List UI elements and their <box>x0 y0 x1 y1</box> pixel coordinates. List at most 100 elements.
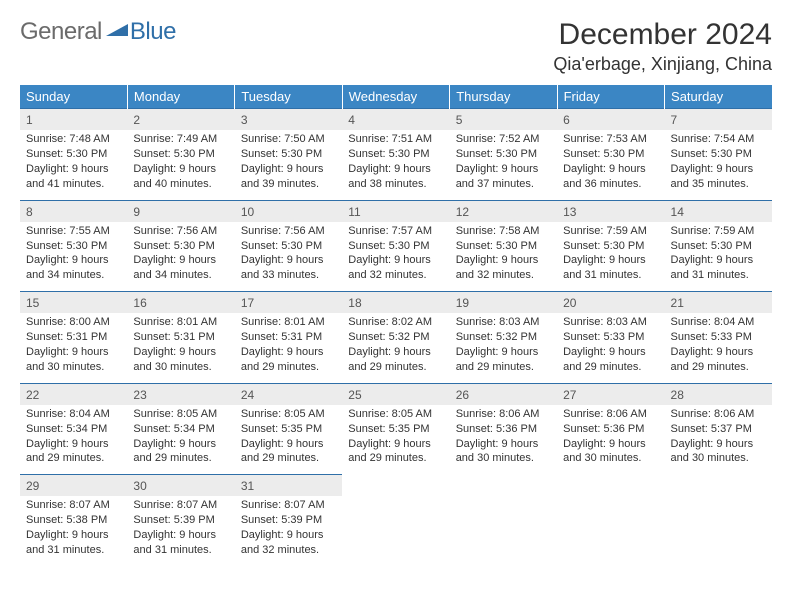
daylight-text: Daylight: 9 hours and 31 minutes. <box>133 528 228 558</box>
daylight-text: Daylight: 9 hours and 30 minutes. <box>26 345 121 375</box>
sunset-text: Sunset: 5:36 PM <box>456 422 551 437</box>
day-cell: Sunrise: 8:06 AMSunset: 5:37 PMDaylight:… <box>665 405 772 475</box>
sunrise-text: Sunrise: 7:49 AM <box>133 132 228 147</box>
day-cell <box>665 496 772 565</box>
sunrise-text: Sunrise: 7:59 AM <box>671 224 766 239</box>
sunset-text: Sunset: 5:30 PM <box>133 147 228 162</box>
sunset-text: Sunset: 5:31 PM <box>133 330 228 345</box>
location: Qia'erbage, Xinjiang, China <box>553 54 772 75</box>
day-cell: Sunrise: 7:57 AMSunset: 5:30 PMDaylight:… <box>342 222 449 292</box>
day-number: 9 <box>127 200 234 222</box>
day-cell <box>450 496 557 565</box>
day-cell: Sunrise: 7:58 AMSunset: 5:30 PMDaylight:… <box>450 222 557 292</box>
daylight-text: Daylight: 9 hours and 29 minutes. <box>563 345 658 375</box>
daylight-text: Daylight: 9 hours and 29 minutes. <box>241 345 336 375</box>
day-cell: Sunrise: 7:56 AMSunset: 5:30 PMDaylight:… <box>127 222 234 292</box>
day-cell: Sunrise: 8:00 AMSunset: 5:31 PMDaylight:… <box>20 313 127 383</box>
sunset-text: Sunset: 5:31 PM <box>26 330 121 345</box>
sunset-text: Sunset: 5:37 PM <box>671 422 766 437</box>
day-number: 26 <box>450 383 557 405</box>
logo-triangle-icon <box>106 20 128 41</box>
sunrise-text: Sunrise: 7:58 AM <box>456 224 551 239</box>
daylight-text: Daylight: 9 hours and 38 minutes. <box>348 162 443 192</box>
sunrise-text: Sunrise: 8:06 AM <box>456 407 551 422</box>
day-number: 3 <box>235 109 342 131</box>
day-number: 21 <box>665 292 772 314</box>
sunrise-text: Sunrise: 8:01 AM <box>241 315 336 330</box>
day-cell: Sunrise: 8:01 AMSunset: 5:31 PMDaylight:… <box>127 313 234 383</box>
daylight-text: Daylight: 9 hours and 30 minutes. <box>133 345 228 375</box>
sunset-text: Sunset: 5:31 PM <box>241 330 336 345</box>
weekday-header: Friday <box>557 85 664 109</box>
day-number: 10 <box>235 200 342 222</box>
sunset-text: Sunset: 5:30 PM <box>348 239 443 254</box>
sunset-text: Sunset: 5:35 PM <box>241 422 336 437</box>
sunset-text: Sunset: 5:30 PM <box>26 239 121 254</box>
daylight-text: Daylight: 9 hours and 30 minutes. <box>456 437 551 467</box>
day-number: 12 <box>450 200 557 222</box>
day-cell: Sunrise: 7:55 AMSunset: 5:30 PMDaylight:… <box>20 222 127 292</box>
sunset-text: Sunset: 5:30 PM <box>671 147 766 162</box>
day-cell: Sunrise: 7:56 AMSunset: 5:30 PMDaylight:… <box>235 222 342 292</box>
header: General Blue December 2024 Qia'erbage, X… <box>20 18 772 75</box>
day-number-row: 1234567 <box>20 109 772 131</box>
day-cell: Sunrise: 8:06 AMSunset: 5:36 PMDaylight:… <box>450 405 557 475</box>
day-number: 30 <box>127 475 234 497</box>
sunrise-text: Sunrise: 7:50 AM <box>241 132 336 147</box>
month-title: December 2024 <box>553 18 772 52</box>
day-content-row: Sunrise: 7:55 AMSunset: 5:30 PMDaylight:… <box>20 222 772 292</box>
sunrise-text: Sunrise: 7:59 AM <box>563 224 658 239</box>
day-content-row: Sunrise: 8:00 AMSunset: 5:31 PMDaylight:… <box>20 313 772 383</box>
sunset-text: Sunset: 5:30 PM <box>133 239 228 254</box>
sunset-text: Sunset: 5:32 PM <box>456 330 551 345</box>
daylight-text: Daylight: 9 hours and 31 minutes. <box>26 528 121 558</box>
sunrise-text: Sunrise: 8:07 AM <box>133 498 228 513</box>
sunset-text: Sunset: 5:30 PM <box>563 147 658 162</box>
day-cell: Sunrise: 7:59 AMSunset: 5:30 PMDaylight:… <box>665 222 772 292</box>
day-cell: Sunrise: 8:07 AMSunset: 5:39 PMDaylight:… <box>127 496 234 565</box>
day-number: 5 <box>450 109 557 131</box>
day-cell: Sunrise: 7:48 AMSunset: 5:30 PMDaylight:… <box>20 130 127 200</box>
day-cell: Sunrise: 8:05 AMSunset: 5:34 PMDaylight:… <box>127 405 234 475</box>
sunset-text: Sunset: 5:38 PM <box>26 513 121 528</box>
daylight-text: Daylight: 9 hours and 29 minutes. <box>133 437 228 467</box>
sunset-text: Sunset: 5:30 PM <box>348 147 443 162</box>
day-cell: Sunrise: 7:49 AMSunset: 5:30 PMDaylight:… <box>127 130 234 200</box>
day-number: 1 <box>20 109 127 131</box>
sunrise-text: Sunrise: 7:51 AM <box>348 132 443 147</box>
day-cell: Sunrise: 8:05 AMSunset: 5:35 PMDaylight:… <box>342 405 449 475</box>
sunrise-text: Sunrise: 8:06 AM <box>563 407 658 422</box>
day-number: 13 <box>557 200 664 222</box>
sunset-text: Sunset: 5:34 PM <box>26 422 121 437</box>
day-number-row: 891011121314 <box>20 200 772 222</box>
sunrise-text: Sunrise: 8:04 AM <box>671 315 766 330</box>
sunrise-text: Sunrise: 7:54 AM <box>671 132 766 147</box>
day-number: 29 <box>20 475 127 497</box>
day-number: 27 <box>557 383 664 405</box>
day-cell: Sunrise: 8:07 AMSunset: 5:38 PMDaylight:… <box>20 496 127 565</box>
daylight-text: Daylight: 9 hours and 30 minutes. <box>671 437 766 467</box>
daylight-text: Daylight: 9 hours and 30 minutes. <box>563 437 658 467</box>
sunset-text: Sunset: 5:30 PM <box>26 147 121 162</box>
weekday-header: Wednesday <box>342 85 449 109</box>
day-number: 8 <box>20 200 127 222</box>
day-number-row: 15161718192021 <box>20 292 772 314</box>
day-cell: Sunrise: 8:04 AMSunset: 5:34 PMDaylight:… <box>20 405 127 475</box>
day-number: 15 <box>20 292 127 314</box>
day-content-row: Sunrise: 8:04 AMSunset: 5:34 PM Daylight:… <box>20 405 772 475</box>
day-number: 16 <box>127 292 234 314</box>
sunrise-text: Sunrise: 8:02 AM <box>348 315 443 330</box>
day-number: 17 <box>235 292 342 314</box>
daylight-text: Daylight: 9 hours and 29 minutes. <box>241 437 336 467</box>
day-number: 23 <box>127 383 234 405</box>
day-cell: Sunrise: 8:03 AMSunset: 5:32 PMDaylight:… <box>450 313 557 383</box>
day-number: 20 <box>557 292 664 314</box>
day-cell: Sunrise: 7:59 AMSunset: 5:30 PMDaylight:… <box>557 222 664 292</box>
sunrise-text: Sunrise: 8:03 AM <box>563 315 658 330</box>
sunrise-text: Sunrise: 8:05 AM <box>348 407 443 422</box>
sunset-text: Sunset: 5:32 PM <box>348 330 443 345</box>
day-cell: Sunrise: 7:53 AMSunset: 5:30 PMDaylight:… <box>557 130 664 200</box>
day-cell: Sunrise: 7:52 AMSunset: 5:30 PMDaylight:… <box>450 130 557 200</box>
logo: General Blue <box>20 18 176 46</box>
sunrise-text: Sunrise: 8:04 AM <box>26 407 121 422</box>
